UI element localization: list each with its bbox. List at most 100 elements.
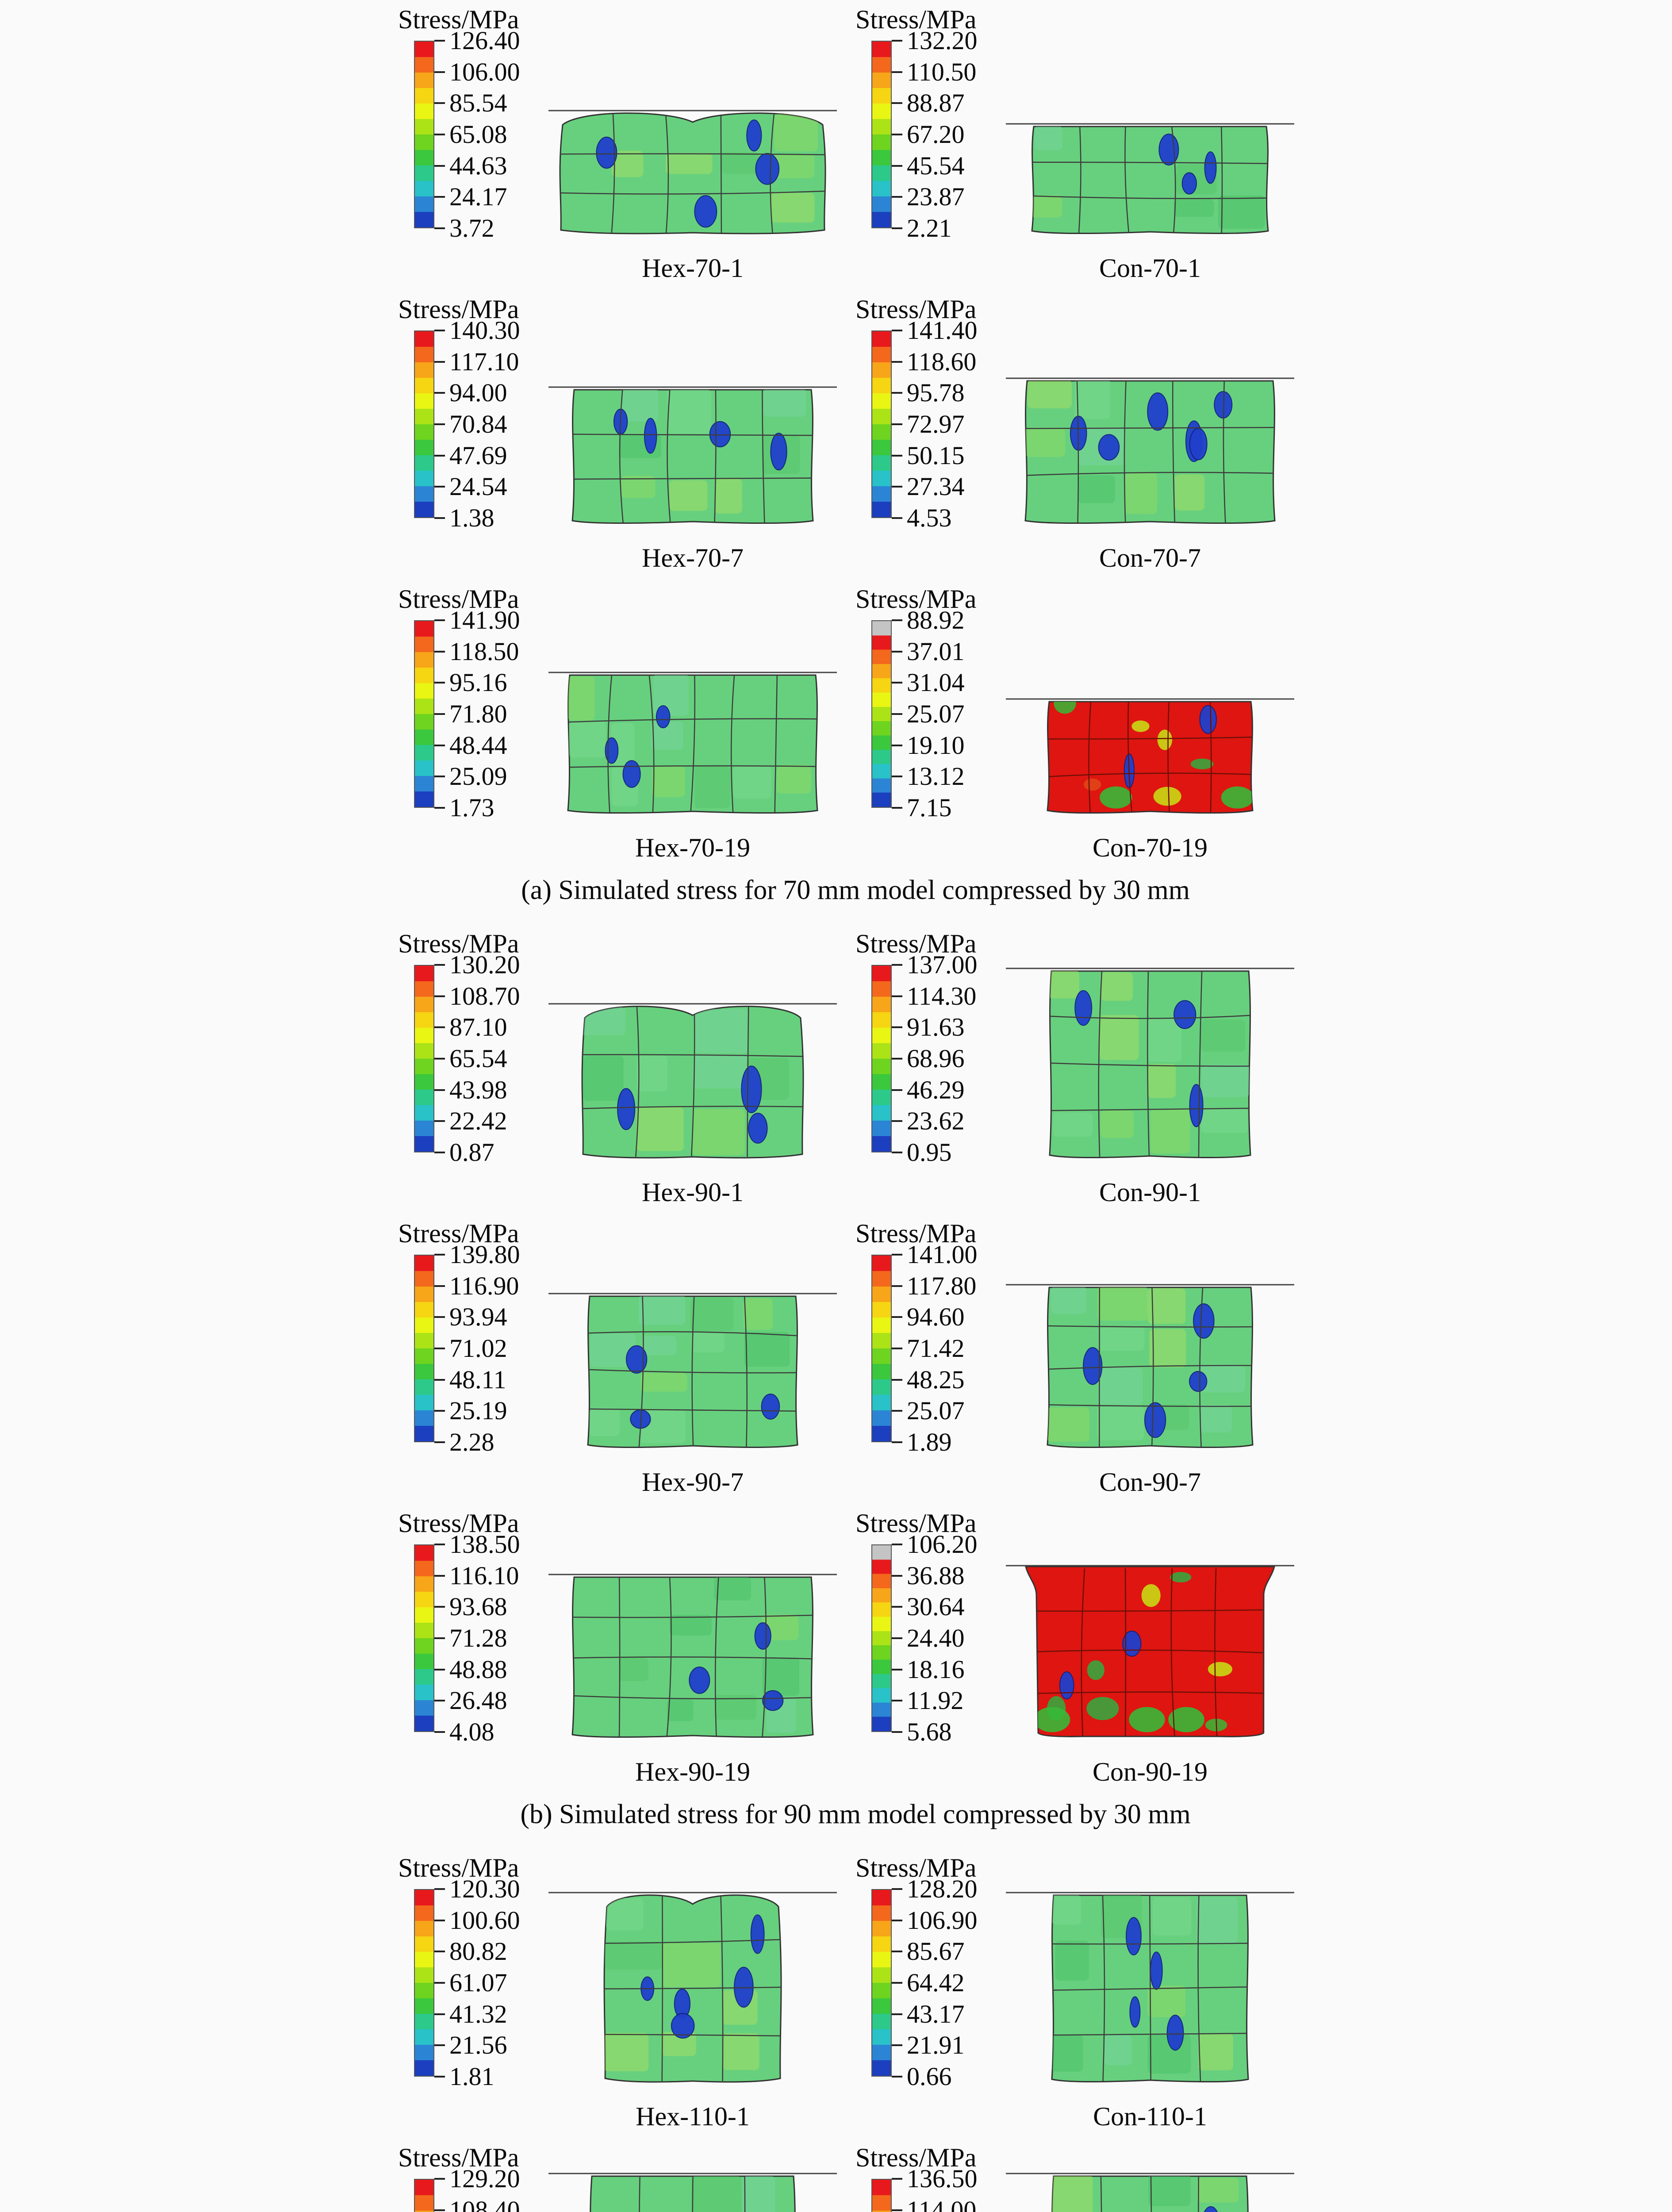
tick-mark [434,196,445,198]
scale-value: 24.54 [449,472,507,501]
color-scale: Stress/MPa 137.00 114.30 91.63 68.96 46.29 23… [855,927,1004,1175]
scale-tick: 140.30 [434,318,520,343]
colorbar [414,965,434,1152]
colorbar-wrap: 141.40 118.60 95.78 72.97 50.15 27.34 4.53 [871,318,1004,531]
tick-mark [434,1700,445,1702]
scale-value: 0.66 [907,2062,952,2091]
scale-tick: 7.15 [892,795,952,821]
scale-value: 138.50 [449,1530,520,1559]
panel-label: Hex-90-7 [642,1467,744,1497]
scale-value: 1.73 [449,793,495,822]
panel-label: Hex-70-19 [635,833,750,862]
colorbar-wrap: 120.30 100.60 80.82 61.07 41.32 21.56 1.81 [414,1876,547,2089]
scale-tick: 64.42 [892,1970,965,1996]
tick-mark [434,71,445,73]
scale-tick: 94.60 [892,1304,965,1330]
figure-section: Stress/MPa 126.40 106.00 85.54 65.08 44.63 24… [398,3,1313,907]
stress-panel: Stress/MPa 141.90 118.50 95.16 71.80 48.44 25… [398,582,855,872]
tick-mark [434,1606,445,1608]
scale-tick: 30.64 [892,1594,965,1620]
scale-value: 141.00 [907,1240,978,1269]
scale-tick: 108.40 [434,2197,520,2212]
scale-tick: 71.28 [434,1625,507,1651]
stress-panel: Stress/MPa 120.30 100.60 80.82 61.07 41.32 21… [398,1851,855,2141]
tick-mark [892,165,902,167]
tick-mark [434,1026,445,1029]
scale-tick: 85.54 [434,90,507,116]
scale-value: 25.09 [449,762,507,791]
scale-tick: 118.50 [434,638,519,664]
scale-value: 43.17 [907,1999,965,2028]
tick-mark [892,744,902,746]
scale-title: Stress/MPa [855,2143,977,2172]
scale-tick: 23.62 [892,1108,965,1134]
tick-mark [892,1316,902,1318]
colorbar-wrap: 141.90 118.50 95.16 71.80 48.44 25.09 1.73 [414,607,547,821]
scale-value: 85.67 [907,1937,965,1966]
color-scale: Stress/MPa 139.80 116.90 93.94 71.02 48.11 25… [398,1217,547,1464]
colorbar [871,1544,892,1732]
scale-title: Stress/MPa [398,1509,519,1538]
scale-value: 47.69 [449,441,507,470]
scale-value: 2.21 [907,214,952,242]
scale-tick: 26.48 [434,1688,507,1713]
scale-value: 43.98 [449,1075,507,1104]
tick-mark [434,2178,445,2180]
mesh-area [547,2141,855,2212]
scale-title: Stress/MPa [398,929,519,958]
stress-panel: Stress/MPa 128.20 106.90 85.67 64.42 43.17 21… [855,1851,1313,2141]
stress-panel: Stress/MPa 88.92 37.01 31.04 25.07 19.10 13.1… [855,582,1313,872]
scale-tick: 116.90 [434,1273,519,1299]
tick-mark [892,1982,902,1984]
stress-panel: Stress/MPa 126.40 106.00 85.54 65.08 44.63 24… [398,3,855,292]
tick-mark [892,102,902,104]
colorbar-wrap: 140.30 117.10 94.00 70.84 47.69 24.54 1.38 [414,318,547,531]
tick-mark [892,1441,902,1443]
tick-mark [434,1668,445,1671]
tick-mark [434,330,445,331]
tick-mark [892,330,902,331]
scale-value: 116.90 [449,1271,519,1300]
scale-value: 25.19 [449,1396,507,1425]
scale-value: 129.20 [449,2164,520,2193]
figure-section: Stress/MPa 130.20 108.70 87.10 65.54 43.98 22… [398,927,1313,1832]
scale-value: 88.92 [907,606,965,634]
scale-tick: 11.92 [892,1688,963,1713]
scale-tick: 46.29 [892,1077,965,1103]
stress-mesh-plot [548,672,837,814]
colorbar-wrap: 126.40 106.00 85.54 65.08 44.63 24.17 3.72 [414,28,547,241]
scale-tick: 71.02 [434,1336,507,1361]
scale-tick: 4.08 [434,1719,495,1745]
scale-value: 108.70 [449,981,520,1010]
scale-value: 95.16 [449,668,507,697]
scale-value: 7.15 [907,793,952,822]
scale-tick: 139.80 [434,1242,520,1267]
mesh-area [547,582,855,830]
scale-title: Stress/MPa [398,584,519,614]
scale-tick: 24.54 [434,474,507,499]
scale-tick: 137.00 [892,952,978,978]
scale-value: 136.50 [907,2164,978,2193]
tick-mark [892,1575,902,1577]
scale-tick: 2.21 [892,215,952,241]
scale-value: 45.54 [907,151,965,180]
scale-value: 4.53 [907,503,952,532]
scale-value: 27.34 [907,472,965,501]
scale-tick: 85.67 [892,1939,965,1964]
scale-value: 31.04 [907,668,965,697]
stress-mesh-plot [548,386,837,524]
scale-value: 0.87 [449,1138,495,1167]
scale-value: 140.30 [449,316,520,345]
color-scale: Stress/MPa 129.20108.4087.4866.6045.7224… [398,2141,547,2212]
color-scale: Stress/MPa 106.20 36.88 30.64 24.40 18.16 11.… [855,1506,1004,1754]
scale-value: 1.38 [449,503,495,532]
scale-value: 44.63 [449,151,507,180]
scale-value: 117.80 [907,1271,977,1300]
scale-tick: 130.20 [434,952,520,978]
tick-mark [892,1348,902,1349]
scale-value: 87.10 [449,1013,507,1042]
scale-value: 130.20 [449,950,520,979]
panel-grid: Stress/MPa 126.40 106.00 85.54 65.08 44.63 24… [398,3,1313,872]
scale-tick: 13.12 [892,764,965,789]
